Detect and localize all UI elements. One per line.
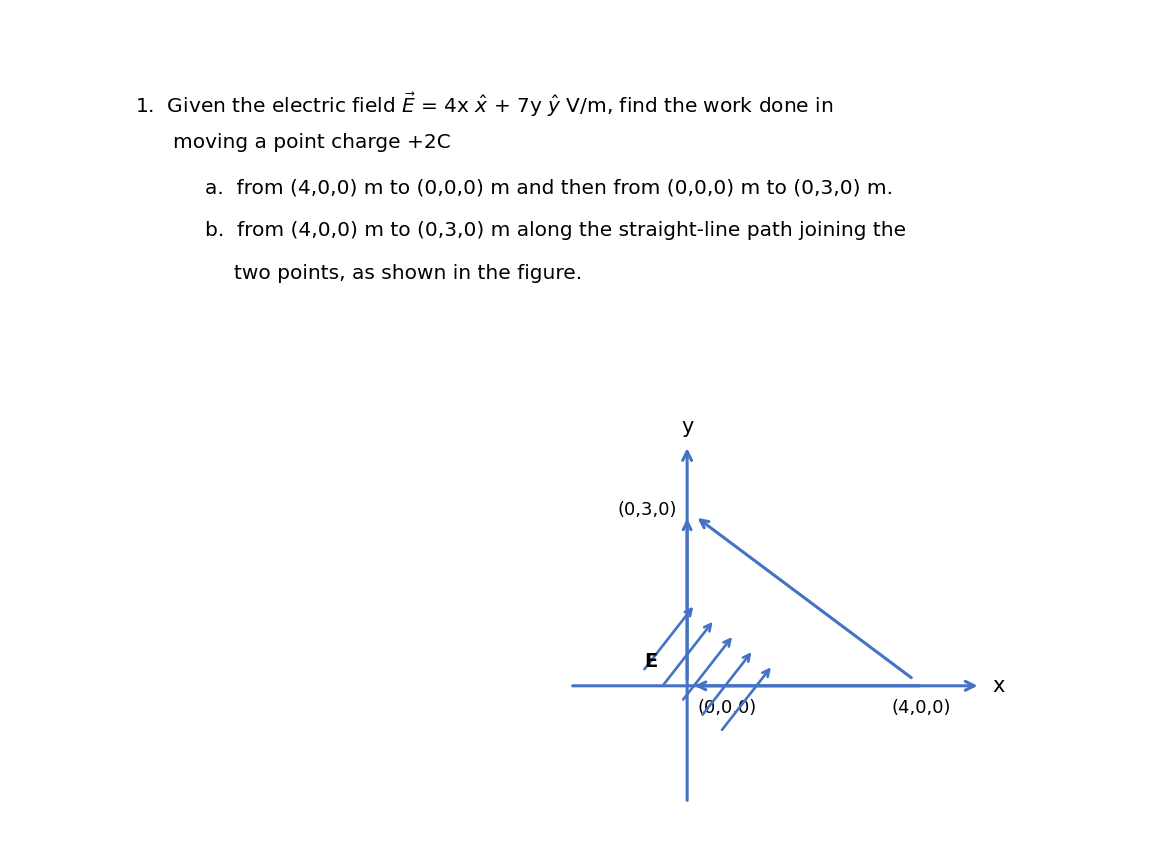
Text: a.  from (4,0,0) m to (0,0,0) m and then from (0,0,0) m to (0,3,0) m.: a. from (4,0,0) m to (0,0,0) m and then … — [205, 178, 893, 197]
Text: y: y — [681, 417, 694, 437]
Text: x: x — [992, 676, 1005, 696]
Text: two points, as shown in the figure.: two points, as shown in the figure. — [234, 264, 583, 283]
Text: (4,0,0): (4,0,0) — [892, 699, 951, 716]
Text: (0,3,0): (0,3,0) — [617, 501, 676, 519]
Text: b.  from (4,0,0) m to (0,3,0) m along the straight-line path joining the: b. from (4,0,0) m to (0,3,0) m along the… — [205, 221, 906, 240]
Text: 1.  Given the electric field $\vec{E}$ = 4x $\hat{x}$ + 7y $\hat{y}$ V/m, find t: 1. Given the electric field $\vec{E}$ = … — [135, 90, 833, 119]
Text: moving a point charge +2C: moving a point charge +2C — [173, 133, 450, 152]
Text: E: E — [645, 652, 658, 671]
Text: (0,0,0): (0,0,0) — [697, 699, 757, 716]
